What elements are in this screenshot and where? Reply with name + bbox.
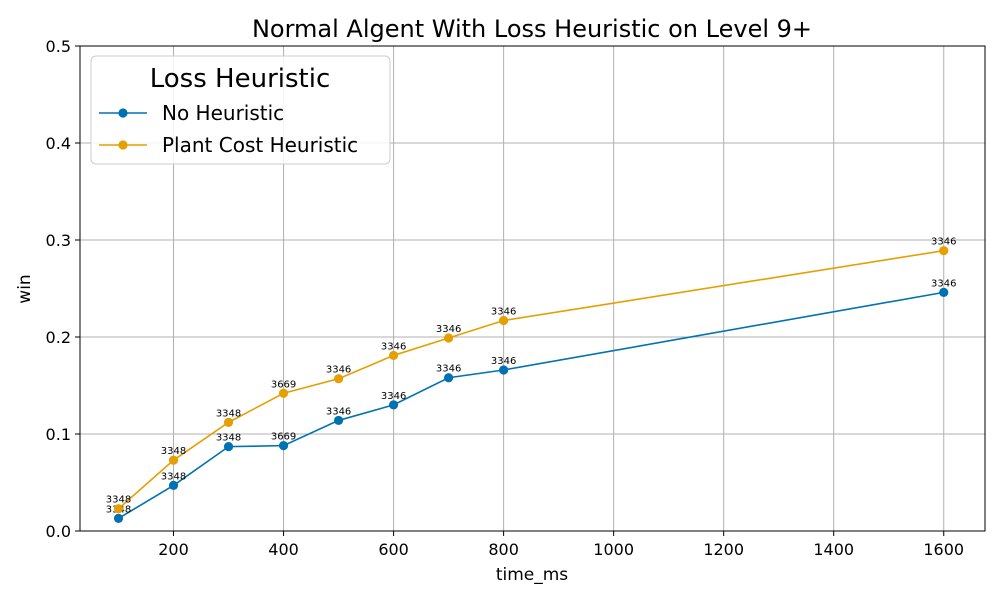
x-tick-label: 1200: [703, 540, 744, 559]
data-point: [333, 374, 344, 384]
data-point: [444, 333, 454, 343]
data-point: [223, 417, 234, 427]
data-point: [278, 388, 289, 398]
y-tick-label: 0.3: [46, 231, 71, 250]
series-no-heuristic: 3348 3348 3348 3669 3346 3346 3346 3346 3346: [106, 278, 956, 523]
data-point: [388, 350, 399, 361]
x-tick-label: 600: [378, 540, 409, 559]
plot-frame: [79, 45, 986, 532]
data-label: 3348: [216, 408, 241, 419]
data-label: 3346: [381, 391, 406, 402]
data-label: 3669: [271, 432, 296, 443]
data-label: 3346: [931, 278, 956, 289]
data-point: [939, 246, 949, 256]
x-tick-label: 1600: [923, 540, 964, 559]
y-axis-label: win: [15, 274, 35, 303]
data-label: 3348: [216, 433, 241, 444]
chart-title: Normal Algent With Loss Heuristic on Lev…: [252, 15, 812, 43]
data-label: 3346: [436, 324, 461, 335]
legend-label: No Heuristic: [162, 101, 284, 125]
legend-box: [90, 55, 391, 165]
data-label: 3348: [161, 446, 186, 457]
data-point: [168, 455, 179, 465]
x-tick-label: 1000: [593, 540, 634, 559]
data-point: [113, 513, 124, 523]
y-tick-label: 0.5: [46, 37, 71, 56]
series-plant-cost-heuristic: 3348 3348 3348 3669 3346 3346 3346 3346 3346: [106, 237, 956, 514]
data-point: [113, 504, 124, 514]
data-point: [499, 315, 509, 326]
x-axis-label: time_ms: [496, 565, 568, 585]
data-label: 3348: [106, 495, 131, 506]
legend-title: Loss Heuristic: [150, 64, 331, 94]
legend-marker: [118, 108, 128, 118]
y-tick-label: 0.4: [46, 134, 71, 153]
data-label: 3346: [491, 307, 516, 318]
x-tick-label: 400: [268, 540, 299, 559]
x-tick-label: 200: [158, 540, 189, 559]
y-tick-label: 0.2: [46, 328, 71, 347]
data-point: [939, 287, 949, 297]
axis-ticks: 200 400 600 800 1000 1200 1400 1600 0.0 0.1 0.2 0.3…: [46, 37, 965, 559]
data-point: [333, 415, 344, 426]
data-point: [499, 365, 509, 375]
legend-marker: [118, 140, 128, 150]
y-tick-label: 0.1: [46, 425, 71, 444]
x-tick-label: 800: [488, 540, 519, 559]
data-label: 3346: [381, 341, 406, 352]
data-label: 3346: [491, 356, 516, 367]
data-point: [388, 400, 399, 410]
data-label: 3346: [436, 364, 461, 375]
data-label: 3348: [161, 471, 186, 482]
data-label: 3669: [271, 379, 296, 390]
data-label: 3346: [326, 365, 351, 376]
data-label: 3346: [326, 406, 351, 417]
data-point: [168, 480, 179, 491]
data-point: [223, 442, 234, 452]
data-point: [444, 373, 454, 383]
series-line: [117, 249, 944, 510]
legend: Loss Heuristic No Heuristic Plant Cost He…: [90, 55, 391, 165]
data-label: 3346: [931, 237, 956, 248]
legend-entries: No Heuristic Plant Cost Heuristic: [99, 101, 358, 157]
x-tick-label: 1400: [813, 540, 854, 559]
legend-label: Plant Cost Heuristic: [162, 133, 358, 157]
data-point: [278, 441, 289, 451]
y-tick-label: 0.0: [46, 522, 71, 541]
series-layer: 3348334833483669334633463346334633463348…: [106, 237, 956, 523]
series-line: [118, 291, 944, 520]
